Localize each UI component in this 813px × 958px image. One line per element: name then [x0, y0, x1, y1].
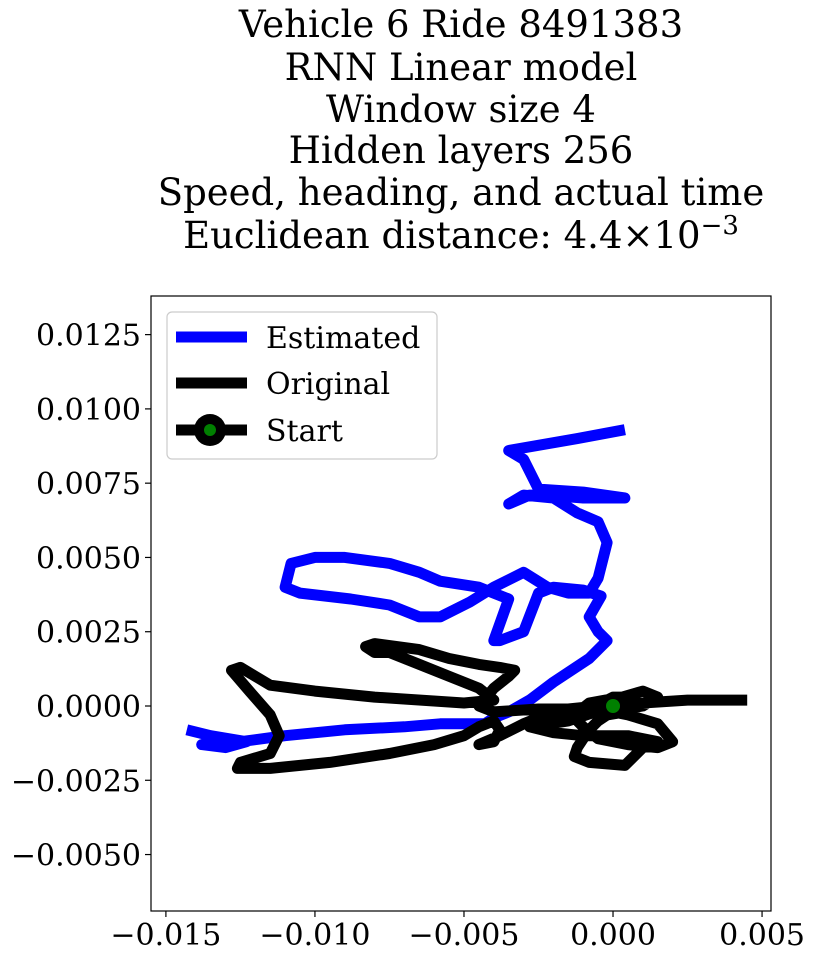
axes: −0.015 −0.010 −0.005 0.000 0.005 −0.0050 −0.00… [11, 295, 805, 953]
x-tick-label: 0.005 [719, 918, 805, 953]
y-tick-label: −0.0050 [11, 839, 141, 874]
title-metric: Euclidean distance: 4.4×10−3 [183, 211, 739, 257]
title-metric-mantissa: 4.4 [564, 214, 623, 257]
plot-area [185, 424, 748, 774]
title-line-5: Speed, heading, and actual time [158, 171, 765, 214]
y-tick-label: 0.0025 [36, 616, 141, 651]
legend: Estimated Original Start [166, 311, 438, 460]
y-tick-label: 0.0050 [36, 541, 141, 576]
series-group [185, 424, 748, 774]
title-line-4: Hidden layers 256 [289, 129, 634, 172]
y-tick-label: 0.0125 [36, 319, 141, 354]
legend-label-original: Original [266, 367, 390, 402]
title-line-1: Vehicle 6 Ride 8491383 [238, 3, 683, 46]
y-tick-label: −0.0025 [11, 764, 141, 799]
chart-title: Vehicle 6 Ride 8491383 RNN Linear model … [158, 3, 765, 257]
title-metric-exponent: −3 [701, 211, 739, 241]
x-tick-label: −0.010 [259, 918, 370, 953]
y-tick-label: 0.0075 [36, 467, 141, 502]
start-marker [606, 699, 621, 713]
title-metric-times: × [622, 214, 653, 257]
title-metric-prefix: Euclidean distance: [183, 214, 564, 257]
x-tick-label: −0.005 [408, 918, 519, 953]
legend-label-estimated: Estimated [266, 321, 420, 356]
axes-frame [150, 295, 772, 912]
legend-swatch-start-center [204, 424, 216, 436]
legend-label-start: Start [266, 414, 343, 449]
title-line-2: RNN Linear model [285, 46, 638, 89]
legend-frame [166, 311, 438, 460]
title-line-3: Window size 4 [326, 88, 596, 131]
y-tick-label: 0.0000 [36, 690, 141, 725]
title-metric-base: 10 [654, 214, 701, 257]
x-tick-label: 0.000 [570, 918, 656, 953]
series-line-original [226, 638, 748, 774]
y-tick-label: 0.0100 [36, 393, 141, 428]
x-tick-label: −0.015 [110, 918, 221, 953]
